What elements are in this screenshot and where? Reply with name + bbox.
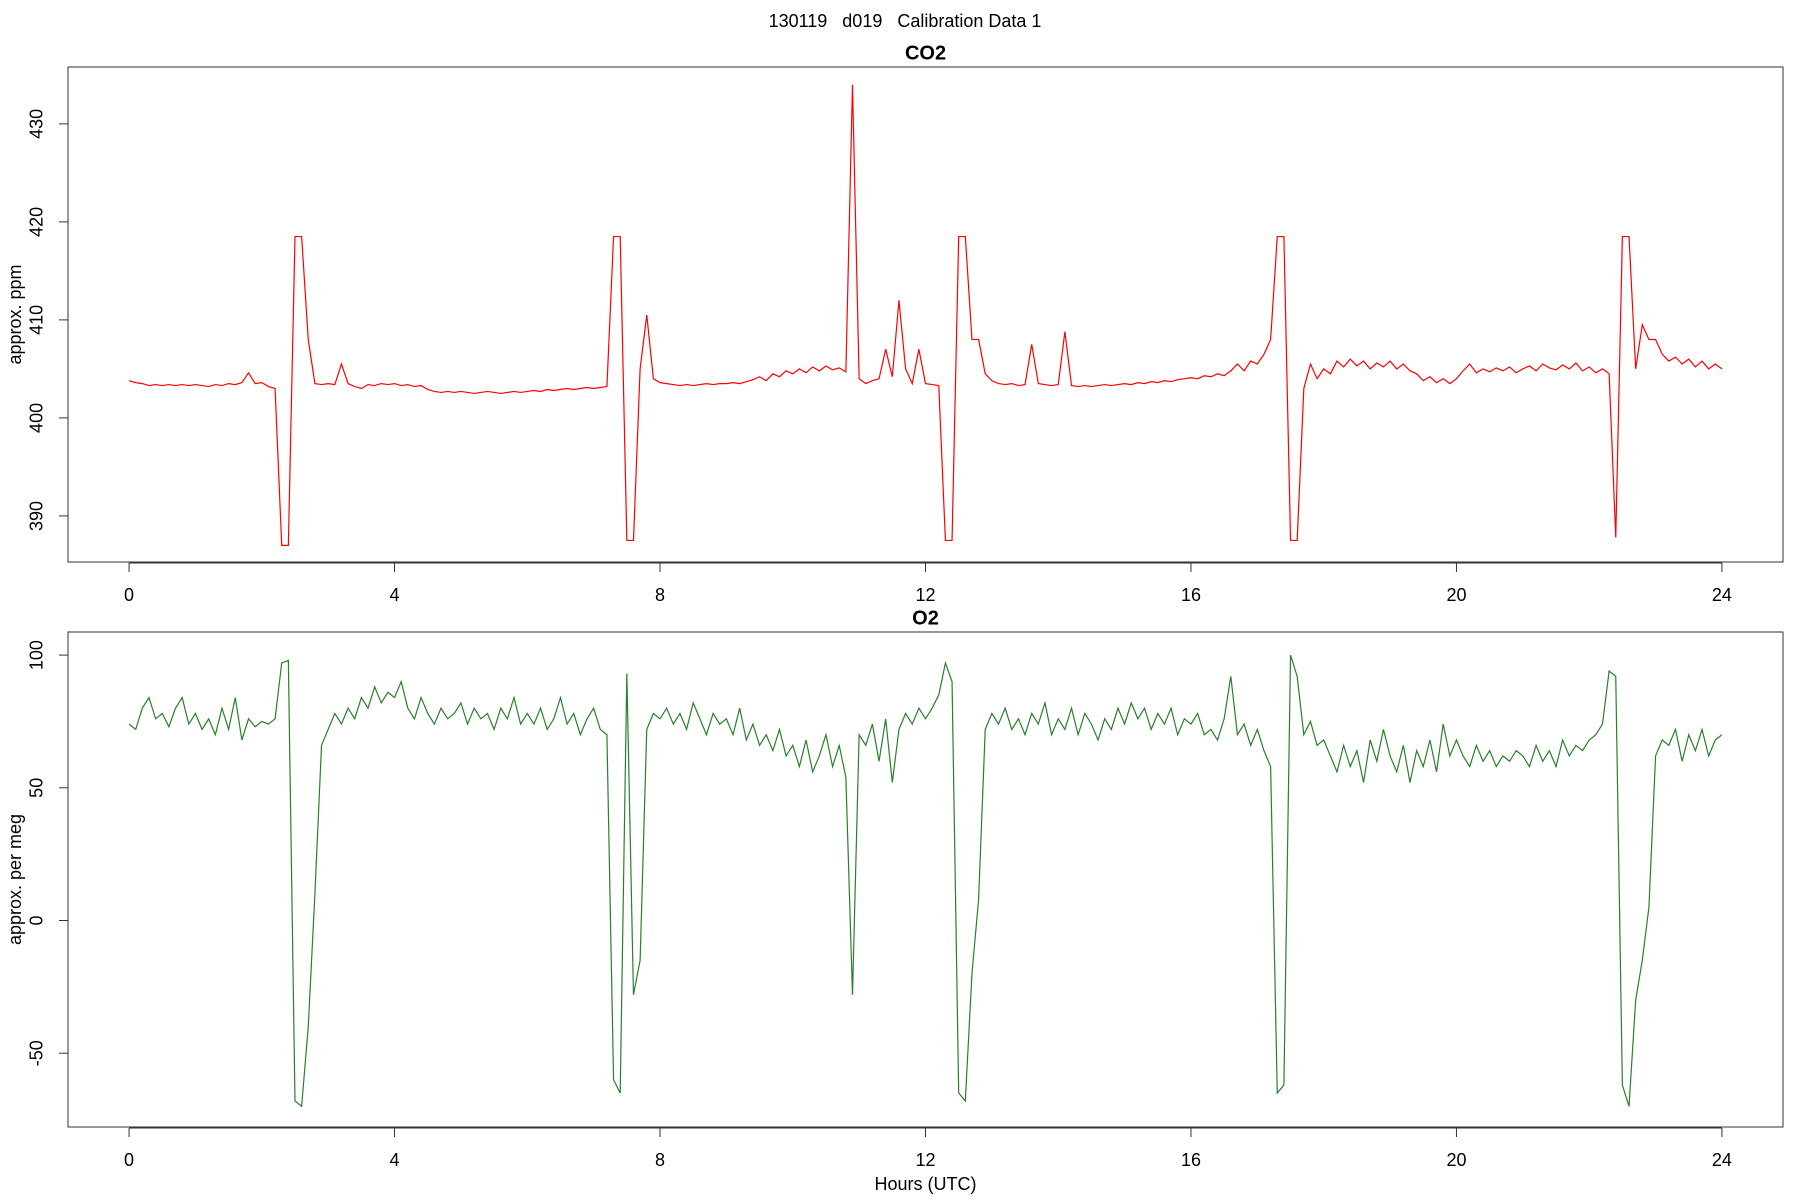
x-tick-label: 24 bbox=[1712, 585, 1732, 605]
x-tick-label: 8 bbox=[655, 1150, 665, 1170]
x-tick-label: 4 bbox=[390, 1150, 400, 1170]
x-tick-label: 20 bbox=[1446, 585, 1466, 605]
y-axis-label: approx. ppm bbox=[5, 264, 25, 364]
y-axis-label: approx. per meg bbox=[5, 814, 25, 945]
page-title: 130119 d019 Calibration Data 1 bbox=[769, 11, 1042, 31]
x-tick-label: 12 bbox=[915, 1150, 935, 1170]
y-tick-label: 420 bbox=[27, 207, 47, 237]
y-tick-label: 400 bbox=[27, 403, 47, 433]
panel-title: CO2 bbox=[905, 42, 946, 64]
plot-box bbox=[67, 66, 1784, 563]
y-tick-label: 0 bbox=[27, 915, 47, 925]
data-line bbox=[128, 84, 1723, 546]
data-line bbox=[128, 654, 1723, 1108]
plot-box bbox=[67, 631, 1784, 1128]
panel-title: O2 bbox=[912, 607, 939, 629]
y-tick-label: -50 bbox=[27, 1040, 47, 1066]
x-tick-label: 16 bbox=[1181, 1150, 1201, 1170]
x-tick-label: 0 bbox=[124, 585, 134, 605]
y-tick-label: 100 bbox=[27, 640, 47, 670]
x-tick-label: 24 bbox=[1712, 1150, 1732, 1170]
y-tick-label: 390 bbox=[27, 501, 47, 531]
y-tick-label: 50 bbox=[27, 778, 47, 798]
x-tick-label: 16 bbox=[1181, 585, 1201, 605]
x-tick-label: 0 bbox=[124, 1150, 134, 1170]
x-tick-label: 12 bbox=[915, 585, 935, 605]
x-tick-label: 8 bbox=[655, 585, 665, 605]
x-tick-label: 4 bbox=[390, 585, 400, 605]
y-tick-label: 410 bbox=[27, 305, 47, 335]
x-tick-label: 20 bbox=[1446, 1150, 1466, 1170]
x-axis-label: Hours (UTC) bbox=[875, 1174, 977, 1194]
y-tick-label: 430 bbox=[27, 109, 47, 139]
